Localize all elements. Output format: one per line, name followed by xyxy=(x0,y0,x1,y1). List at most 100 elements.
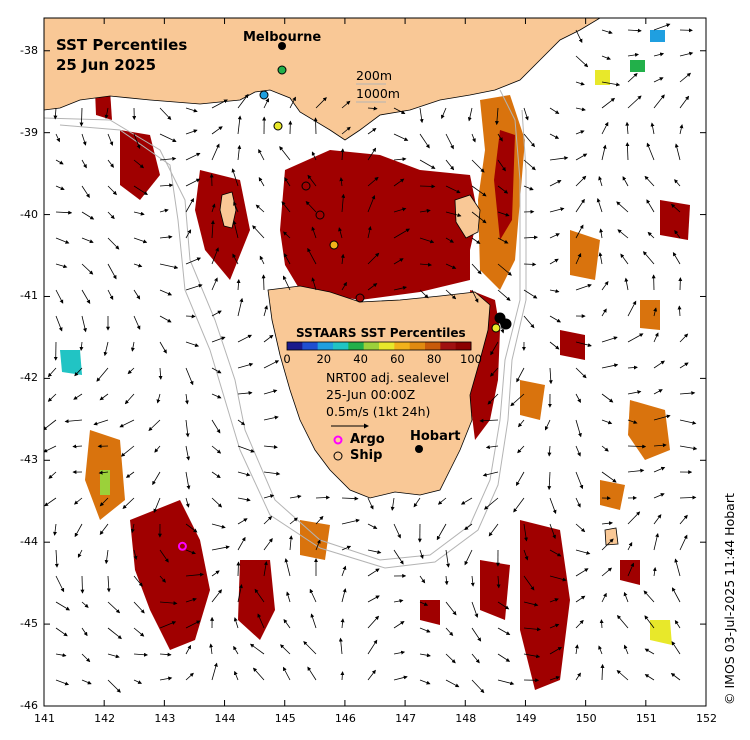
current-vector xyxy=(575,107,586,112)
current-vector xyxy=(261,274,266,291)
current-vector xyxy=(513,497,525,513)
current-vector xyxy=(185,597,197,603)
current-vector xyxy=(599,619,604,629)
colorbar-swatch xyxy=(333,342,349,350)
current-scale: 0.5m/s (1kt 24h) xyxy=(326,404,431,419)
hobart-marker xyxy=(415,445,423,453)
current-vector xyxy=(497,185,509,194)
current-vector xyxy=(133,601,145,614)
current-vector xyxy=(367,669,376,681)
current-vector xyxy=(64,419,83,424)
current-vector xyxy=(104,107,109,119)
current-vector xyxy=(159,235,173,240)
current-vector xyxy=(523,549,529,561)
current-vector xyxy=(367,226,372,239)
current-vector xyxy=(237,445,255,453)
current-vector xyxy=(44,419,57,431)
current-vector xyxy=(185,523,198,533)
current-vector xyxy=(311,226,317,239)
current-vector xyxy=(367,639,378,655)
current-vector xyxy=(393,549,404,565)
current-vector xyxy=(81,237,94,244)
current-vector xyxy=(441,107,447,120)
current-vector xyxy=(523,235,538,240)
current-vector xyxy=(549,289,560,294)
current-vector xyxy=(80,575,85,594)
current-vector xyxy=(367,568,380,577)
current-vector xyxy=(81,133,87,146)
current-vector xyxy=(286,591,291,603)
current-vector xyxy=(367,195,376,213)
current-vector xyxy=(289,494,302,499)
current-vector xyxy=(574,644,579,655)
current-vector xyxy=(652,567,657,577)
current-vector xyxy=(445,679,460,688)
current-vector xyxy=(237,497,251,502)
current-vector xyxy=(367,176,379,187)
current-vector xyxy=(237,536,246,551)
current-vector xyxy=(393,599,404,603)
current-vector xyxy=(55,653,67,658)
current-vector xyxy=(653,77,664,83)
current-vector xyxy=(653,94,665,109)
current-vector xyxy=(549,623,560,629)
current-vector xyxy=(650,122,655,135)
current-vector xyxy=(679,514,688,525)
current-vector xyxy=(679,124,684,135)
current-vector xyxy=(523,315,535,329)
current-vector xyxy=(55,627,68,637)
current-vector xyxy=(393,523,401,539)
current-vector xyxy=(601,419,613,425)
current-vector xyxy=(393,133,409,141)
current-vector xyxy=(81,289,91,304)
current-vector xyxy=(549,523,556,540)
current-vector xyxy=(55,263,68,269)
current-vector xyxy=(523,601,539,607)
current-vector xyxy=(523,185,534,191)
current-source: NRT00 adj. sealevel xyxy=(326,370,450,385)
current-vector xyxy=(549,315,561,323)
current-vector xyxy=(341,496,359,501)
current-vector xyxy=(497,133,503,142)
current-vector xyxy=(133,679,143,684)
current-vector xyxy=(103,341,109,357)
current-vector xyxy=(601,592,607,603)
current-vector xyxy=(523,133,536,148)
current-vector xyxy=(488,523,499,537)
current-vector xyxy=(497,627,511,635)
current-vector xyxy=(485,445,499,450)
current-vector xyxy=(237,419,246,426)
current-vector xyxy=(445,263,457,269)
colorbar-tick-label: 40 xyxy=(353,352,368,366)
current-vector xyxy=(523,159,536,171)
current-vector xyxy=(494,107,499,126)
current-vector xyxy=(627,28,642,33)
current-vector xyxy=(674,143,681,161)
colorbar-frame xyxy=(286,341,472,351)
ship-markers xyxy=(259,65,512,333)
current-vector xyxy=(289,535,293,551)
current-vector xyxy=(601,363,619,369)
current-vector xyxy=(107,601,121,614)
y-tick-label: -40 xyxy=(20,207,38,221)
current-vector xyxy=(249,643,265,655)
current-vector xyxy=(516,367,525,383)
current-vector xyxy=(282,275,291,291)
current-vector xyxy=(185,419,190,438)
current-vector xyxy=(133,263,143,268)
current-vector xyxy=(211,143,220,161)
current-vector xyxy=(601,121,609,135)
current-vector xyxy=(419,653,431,658)
current-vector xyxy=(159,676,173,681)
current-vector xyxy=(601,55,611,60)
current-vector xyxy=(130,341,135,352)
current-vector xyxy=(679,445,698,451)
current-vector xyxy=(419,679,431,685)
current-vector xyxy=(647,231,655,239)
y-tick-label: -45 xyxy=(20,617,38,631)
current-vector xyxy=(367,595,380,603)
current-vector xyxy=(283,231,291,239)
current-vector xyxy=(575,341,592,347)
current-vector xyxy=(55,601,70,611)
